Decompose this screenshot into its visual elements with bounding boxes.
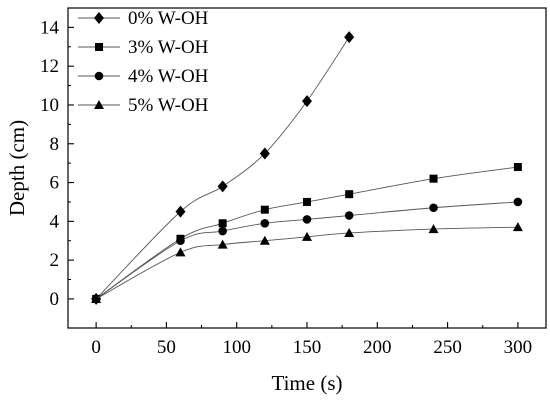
data-point [260, 218, 270, 228]
data-point [176, 236, 185, 246]
legend-item: 3% W-OH [78, 37, 209, 58]
legend-label: 0% W-OH [128, 8, 209, 29]
x-tick-label: 250 [433, 337, 462, 358]
y-tick-label: 6 [50, 173, 60, 194]
data-point [302, 95, 312, 108]
legend-label: 3% W-OH [128, 37, 209, 58]
y-tick-label: 2 [50, 250, 60, 271]
y-tick-label: 12 [40, 56, 59, 77]
series-4 [91, 222, 523, 303]
y-axis-title: Depth (cm) [5, 120, 29, 216]
legend-marker [95, 43, 103, 51]
data-point [345, 190, 354, 199]
data-point [259, 235, 270, 245]
data-point [303, 197, 311, 206]
legend: 0% W-OH 3% W-OH 4% W-OH 5% W-OH [78, 8, 209, 116]
x-axis-ticks: 0 50 100 150 200 250 300 [91, 322, 532, 358]
data-point [344, 31, 355, 44]
data-point [91, 293, 102, 303]
legend-marker [94, 12, 104, 24]
data-point [302, 231, 312, 241]
data-point [513, 163, 522, 172]
data-point [428, 224, 439, 234]
y-tick-label: 4 [50, 211, 60, 232]
data-point [513, 197, 523, 207]
data-point [429, 174, 438, 183]
data-point [259, 147, 270, 160]
data-point [175, 205, 186, 218]
y-tick-label: 8 [50, 134, 60, 155]
x-axis-title: Time (s) [272, 371, 343, 395]
legend-marker [94, 100, 104, 109]
legend-label: 5% W-OH [128, 95, 209, 116]
data-point [302, 215, 312, 224]
data-point [344, 227, 355, 237]
x-tick-label: 0 [91, 337, 101, 358]
y-axis-ticks: 0 2 4 6 8 10 12 14 [40, 17, 74, 310]
legend-item: 0% W-OH [78, 8, 209, 29]
series-3 [91, 197, 523, 304]
x-tick-label: 50 [157, 337, 176, 358]
series-line [95, 36, 350, 300]
data-point [344, 211, 354, 220]
legend-item: 4% W-OH [78, 66, 209, 87]
data-point [512, 222, 523, 232]
data-point [217, 180, 228, 193]
x-tick-label: 300 [504, 337, 533, 358]
data-point [217, 239, 228, 249]
x-tick-label: 200 [363, 337, 392, 358]
data-point [218, 219, 227, 228]
data-point [260, 205, 269, 214]
data-point [175, 247, 186, 257]
legend-label: 4% W-OH [128, 66, 209, 87]
data-point [218, 226, 227, 236]
legend-marker [94, 71, 104, 81]
y-tick-label: 10 [40, 95, 59, 116]
y-tick-label: 0 [50, 289, 60, 310]
x-tick-label: 150 [293, 337, 322, 358]
data-point [429, 203, 438, 213]
y-tick-label: 14 [40, 17, 60, 38]
series-layer [91, 31, 523, 305]
x-tick-label: 100 [222, 337, 251, 358]
legend-item: 5% W-OH [78, 95, 209, 116]
